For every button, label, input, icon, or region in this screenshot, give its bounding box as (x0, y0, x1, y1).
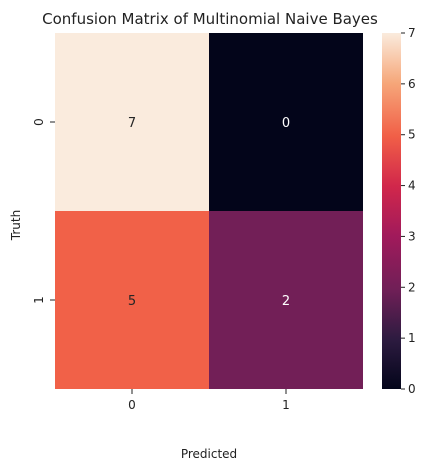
cell-value-r1-c1: 2 (282, 294, 290, 309)
heatmap-cell-r1-c1 (209, 211, 363, 389)
y-axis: 01 (32, 118, 55, 304)
y-axis-label: Truth (9, 210, 23, 241)
heatmap-cell-r0-c1 (209, 33, 363, 211)
colorbar-tick-label-6: 6 (408, 77, 416, 91)
colorbar-ticks: 0 1 2 3 4 5 6 7 (401, 26, 416, 396)
heatmap-cell-r1-c0 (55, 211, 209, 389)
cell-value-r1-c0: 5 (128, 294, 136, 309)
colorbar-tick-label-5: 5 (408, 128, 416, 142)
x-axis-label: Predicted (181, 447, 237, 461)
heatmap-cells (55, 33, 363, 389)
cell-value-r0-c1: 0 (282, 116, 290, 131)
x-tick-label-1: 1 (282, 398, 290, 412)
cell-value-r0-c0: 7 (128, 116, 136, 131)
chart-title: Confusion Matrix of Multinomial Naive Ba… (42, 10, 378, 28)
y-tick-label-0: 0 (32, 118, 46, 126)
y-tick-label-1: 1 (32, 296, 46, 304)
colorbar-tick-label-2: 2 (408, 280, 416, 294)
colorbar (382, 33, 401, 389)
colorbar-tick-label-1: 1 (408, 331, 416, 345)
colorbar-tick-label-3: 3 (408, 229, 416, 243)
heatmap-cell-r0-c0 (55, 33, 209, 211)
x-tick-label-0: 0 (128, 398, 136, 412)
colorbar-tick-label-7: 7 (408, 26, 416, 40)
colorbar-tick-label-0: 0 (408, 382, 416, 396)
colorbar-tick-label-4: 4 (408, 179, 416, 193)
heatmap-cell-labels: 7 0 5 2 (128, 116, 290, 309)
